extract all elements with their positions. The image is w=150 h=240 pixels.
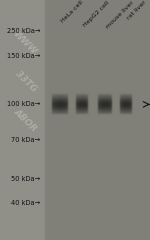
Text: 40 kDa→: 40 kDa→ [11,200,40,206]
Text: HepG2 cell: HepG2 cell [82,0,110,28]
Text: 100 kDa→: 100 kDa→ [7,101,41,108]
Text: ABOR: ABOR [12,107,39,133]
Text: 150 kDa→: 150 kDa→ [7,54,41,60]
Text: 33TG: 33TG [13,69,38,94]
Text: HeLa cell: HeLa cell [60,0,84,24]
Text: 70 kDa→: 70 kDa→ [11,137,40,144]
Text: WWW.: WWW. [11,29,40,58]
Text: mouse liver: mouse liver [105,0,135,30]
Text: 250 kDa→: 250 kDa→ [7,28,41,34]
Text: 50 kDa→: 50 kDa→ [11,176,40,182]
Bar [45,0,150,240]
Text: rat liver: rat liver [126,0,147,21]
